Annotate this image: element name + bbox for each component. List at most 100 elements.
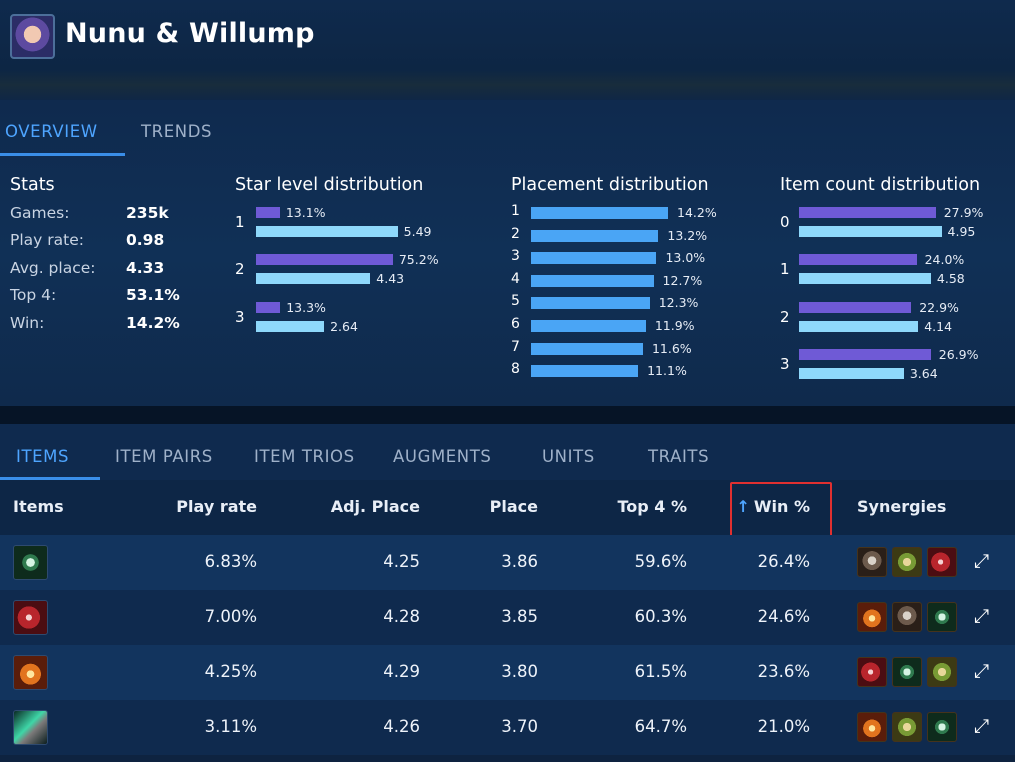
tab-traits[interactable]: TRAITS bbox=[648, 447, 710, 466]
star-percent-bar bbox=[256, 207, 280, 218]
tab-item-trios[interactable]: ITEM TRIOS bbox=[254, 447, 355, 466]
tab-active-indicator bbox=[0, 153, 125, 156]
item-count-avg-bar bbox=[799, 226, 942, 237]
item-count-percent-bar bbox=[799, 207, 936, 218]
header-win[interactable]: ↑ Win % bbox=[736, 497, 810, 516]
header-place[interactable]: Place bbox=[489, 497, 538, 516]
knight-unit-icon[interactable] bbox=[857, 547, 887, 577]
cell-win: 24.6% bbox=[757, 607, 810, 626]
stat-label-top4: Top 4: bbox=[10, 286, 57, 304]
header-play-rate[interactable]: Play rate bbox=[176, 497, 257, 516]
item-count-percent-label: 22.9% bbox=[919, 300, 959, 315]
placement-number: 5 bbox=[511, 293, 520, 310]
expand-icon[interactable]: ⤢ bbox=[974, 550, 990, 572]
item-count-percent-label: 27.9% bbox=[943, 205, 984, 220]
expand-icon[interactable]: ⤢ bbox=[974, 715, 990, 737]
item-count-number: 0 bbox=[780, 213, 790, 231]
placement-label: 12.7% bbox=[662, 272, 703, 288]
placement-number: 2 bbox=[511, 225, 520, 242]
header-items[interactable]: Items bbox=[13, 497, 64, 516]
cell-top4: 60.3% bbox=[634, 607, 687, 626]
star-avg-label: 2.64 bbox=[330, 319, 358, 334]
item-count-percent-label: 24.0% bbox=[924, 252, 965, 267]
stat-label-games: Games: bbox=[10, 204, 70, 222]
cloak-item-icon[interactable] bbox=[927, 602, 957, 632]
header-adj-place[interactable]: Adj. Place bbox=[330, 497, 420, 516]
cloak-item-icon[interactable] bbox=[927, 712, 957, 742]
stat-label-win: Win: bbox=[10, 314, 45, 332]
placement-label: 13.2% bbox=[667, 227, 708, 243]
item-count-number: 1 bbox=[780, 260, 790, 278]
cell-adj-place: 4.28 bbox=[383, 607, 420, 626]
stat-label-play-rate: Play rate: bbox=[10, 231, 84, 249]
cell-adj-place: 4.25 bbox=[383, 552, 420, 571]
placement-bar bbox=[531, 274, 654, 287]
header-top4[interactable]: Top 4 % bbox=[617, 497, 687, 516]
placement-label: 13.0% bbox=[665, 250, 706, 266]
placement-label: 12.3% bbox=[658, 295, 699, 311]
tab-item-pairs[interactable]: ITEM PAIRS bbox=[115, 447, 213, 466]
tab-active-indicator bbox=[0, 477, 100, 480]
placement-number: 8 bbox=[511, 361, 520, 378]
table-row[interactable] bbox=[0, 590, 1015, 645]
placement-bar bbox=[531, 342, 643, 355]
knight-unit-icon[interactable] bbox=[892, 602, 922, 632]
star-percent-bar bbox=[256, 254, 393, 265]
item-count-avg-label: 3.64 bbox=[909, 366, 938, 381]
claw-item-icon[interactable] bbox=[857, 657, 887, 687]
star-level-number: 3 bbox=[235, 308, 245, 326]
cloak-item-icon[interactable] bbox=[13, 545, 48, 580]
cell-place: 3.80 bbox=[501, 662, 538, 681]
fire-item-icon[interactable] bbox=[857, 712, 887, 742]
item-count-percent-label: 26.9% bbox=[938, 347, 979, 362]
header-synergies: Synergies bbox=[857, 497, 947, 516]
table-row[interactable] bbox=[0, 645, 1015, 700]
section-divider bbox=[0, 406, 1015, 424]
placement-bar bbox=[531, 229, 659, 242]
cell-play-rate: 6.83% bbox=[204, 552, 257, 571]
tab-units[interactable]: UNITS bbox=[542, 447, 595, 466]
cell-adj-place: 4.29 bbox=[383, 662, 420, 681]
star-percent-label: 13.1% bbox=[285, 205, 326, 220]
stat-value-play-rate: 0.98 bbox=[126, 231, 165, 249]
header-win-label: Win % bbox=[753, 497, 810, 516]
arrow-up-icon: ↑ bbox=[736, 497, 750, 516]
cloak-item-icon[interactable] bbox=[892, 657, 922, 687]
placement-label: 11.6% bbox=[651, 340, 692, 356]
cell-place: 3.85 bbox=[501, 607, 538, 626]
table-row[interactable] bbox=[0, 535, 1015, 590]
placement-bar bbox=[531, 320, 646, 332]
overview-tabs: OVERVIEW TRENDS bbox=[0, 118, 1015, 156]
tab-items[interactable]: ITEMS bbox=[16, 447, 70, 466]
goblin-unit-icon[interactable] bbox=[892, 547, 922, 577]
fire-item-icon[interactable] bbox=[857, 602, 887, 632]
star-level-number: 2 bbox=[235, 260, 245, 278]
cell-win: 26.4% bbox=[757, 552, 810, 571]
item-count-avg-label: 4.14 bbox=[924, 319, 953, 334]
expand-icon[interactable]: ⤢ bbox=[974, 605, 990, 627]
table-header bbox=[0, 480, 1015, 535]
placement-bar bbox=[531, 297, 650, 310]
expand-icon[interactable]: ⤢ bbox=[974, 660, 990, 682]
placement-number: 3 bbox=[511, 248, 520, 265]
claw-item-icon[interactable] bbox=[927, 547, 957, 577]
placement-bar bbox=[531, 252, 657, 265]
cell-play-rate: 4.25% bbox=[204, 662, 257, 681]
champion-header: Nunu & Willump bbox=[0, 0, 1015, 100]
tab-augments[interactable]: AUGMENTS bbox=[393, 447, 492, 466]
table-row[interactable] bbox=[0, 700, 1015, 755]
claw-item-icon[interactable] bbox=[13, 600, 48, 635]
champion-name: Nunu & Willump bbox=[65, 18, 315, 49]
placement-number: 7 bbox=[511, 338, 520, 355]
gun-item-icon[interactable] bbox=[13, 710, 48, 745]
cell-place: 3.70 bbox=[501, 717, 538, 736]
placement-number: 1 bbox=[511, 203, 520, 219]
fire-item-icon[interactable] bbox=[13, 655, 48, 690]
goblin-unit-icon[interactable] bbox=[892, 712, 922, 742]
cell-play-rate: 7.00% bbox=[204, 607, 257, 626]
goblin-unit-icon[interactable] bbox=[927, 657, 957, 687]
tab-overview[interactable]: OVERVIEW bbox=[5, 122, 98, 141]
tab-trends[interactable]: TRENDS bbox=[141, 122, 213, 141]
placement-number: 6 bbox=[511, 316, 520, 332]
cell-top4: 59.6% bbox=[634, 552, 687, 571]
